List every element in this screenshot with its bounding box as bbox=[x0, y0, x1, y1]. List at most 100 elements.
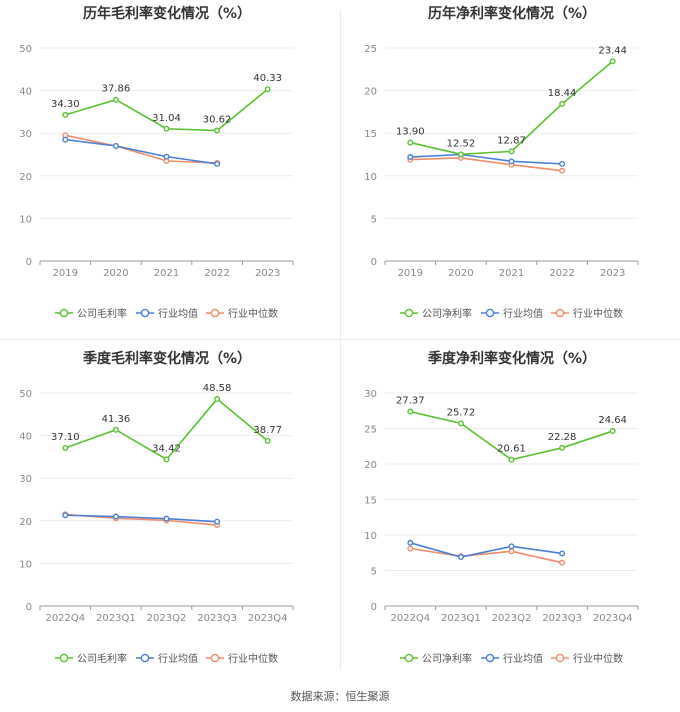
x-tick-label: 2020 bbox=[448, 268, 473, 279]
data-label: 37.10 bbox=[51, 432, 80, 443]
legend-label: 公司净利率 bbox=[422, 307, 472, 320]
data-label: 12.87 bbox=[497, 135, 526, 146]
legend-item: 行业均值 bbox=[136, 652, 198, 665]
data-label: 27.37 bbox=[396, 396, 425, 407]
series-line-3 bbox=[65, 134, 218, 164]
data-point bbox=[112, 426, 119, 433]
y-tick-label: 20 bbox=[19, 517, 32, 528]
chart-title: 季度净利率变化情况（%） bbox=[427, 350, 596, 367]
data-label: 23.44 bbox=[598, 45, 627, 56]
chart-title: 历年毛利率变化情况（%） bbox=[83, 5, 251, 22]
data-point bbox=[163, 153, 170, 160]
data-point bbox=[407, 408, 414, 415]
data-point bbox=[508, 158, 515, 165]
data-point bbox=[559, 160, 566, 167]
y-tick-label: 10 bbox=[19, 214, 32, 225]
legend-item: 公司毛利率 bbox=[55, 652, 127, 665]
legend-marker bbox=[404, 308, 414, 318]
data-label: 38.77 bbox=[253, 425, 282, 436]
data-point bbox=[559, 550, 566, 557]
data-point bbox=[559, 444, 566, 451]
data-point bbox=[407, 539, 414, 546]
legend-item: 行业均值 bbox=[481, 307, 543, 320]
data-point bbox=[112, 142, 119, 149]
data-point bbox=[508, 548, 515, 555]
y-tick-label: 20 bbox=[364, 87, 377, 98]
x-tick-label: 2023Q4 bbox=[248, 613, 288, 624]
x-tick-label: 2019 bbox=[53, 268, 78, 279]
y-tick-label: 0 bbox=[26, 602, 32, 613]
y-tick-label: 10 bbox=[19, 559, 32, 570]
data-label: 24.64 bbox=[598, 415, 627, 426]
data-point bbox=[559, 559, 566, 566]
legend-label: 行业中位数 bbox=[228, 652, 278, 665]
data-label: 41.36 bbox=[102, 414, 131, 425]
y-tick-label: 50 bbox=[19, 44, 32, 55]
data-point bbox=[163, 456, 170, 463]
data-point bbox=[457, 420, 464, 427]
x-tick-label: 2023Q1 bbox=[441, 613, 481, 624]
data-point bbox=[214, 160, 221, 167]
data-point bbox=[214, 518, 221, 525]
data-point bbox=[457, 151, 464, 158]
y-tick-label: 50 bbox=[19, 389, 32, 400]
y-tick-label: 15 bbox=[364, 496, 377, 507]
data-label: 13.90 bbox=[396, 127, 425, 138]
data-point bbox=[214, 396, 221, 403]
series-line-3 bbox=[410, 157, 563, 172]
data-label: 34.42 bbox=[152, 443, 181, 454]
legend-item: 公司净利率 bbox=[400, 652, 472, 665]
series-line-2 bbox=[65, 138, 218, 165]
chart-panel-4: 季度净利率变化情况（%） 0 5 10 15 20 25 30 2022Q4 2023Q1 2023… bbox=[364, 350, 639, 665]
x-tick-label: 2022Q4 bbox=[390, 613, 430, 624]
x-tick-label: 2023Q3 bbox=[542, 613, 582, 624]
data-label: 37.86 bbox=[102, 84, 131, 95]
legend-marker bbox=[59, 653, 69, 663]
legend-marker bbox=[404, 653, 414, 663]
data-point bbox=[609, 428, 616, 435]
x-tick-label: 2021 bbox=[499, 268, 524, 279]
data-label: 40.33 bbox=[253, 73, 282, 84]
legend-item: 行业中位数 bbox=[206, 652, 278, 665]
x-tick-label: 2020 bbox=[103, 268, 128, 279]
x-tick-label: 2021 bbox=[154, 268, 179, 279]
vertical-divider bbox=[340, 10, 341, 670]
x-tick-label: 2023Q4 bbox=[593, 613, 633, 624]
data-point bbox=[62, 136, 69, 143]
y-tick-label: 0 bbox=[371, 257, 377, 268]
legend-label: 公司毛利率 bbox=[77, 652, 127, 665]
legend-marker bbox=[210, 653, 220, 663]
legend-item: 行业中位数 bbox=[551, 307, 623, 320]
y-tick-label: 25 bbox=[364, 44, 377, 55]
legend-marker bbox=[140, 308, 150, 318]
y-tick-label: 5 bbox=[371, 567, 377, 578]
y-tick-label: 15 bbox=[364, 129, 377, 140]
x-tick-label: 2023Q2 bbox=[147, 613, 187, 624]
data-label: 20.61 bbox=[497, 444, 526, 455]
legend-item: 行业中位数 bbox=[206, 307, 278, 320]
data-label: 18.44 bbox=[548, 88, 577, 99]
data-point bbox=[163, 125, 170, 132]
legend-marker bbox=[210, 308, 220, 318]
series-line-3 bbox=[410, 547, 563, 564]
y-tick-label: 30 bbox=[19, 474, 32, 485]
legend-item: 行业均值 bbox=[136, 307, 198, 320]
data-point bbox=[407, 545, 414, 552]
data-point bbox=[62, 512, 69, 519]
legend-label: 公司毛利率 bbox=[77, 307, 127, 320]
data-point bbox=[508, 148, 515, 155]
data-point bbox=[457, 554, 464, 561]
data-label: 12.52 bbox=[447, 138, 476, 149]
chart-title: 历年净利率变化情况（%） bbox=[428, 5, 596, 22]
legend-label: 行业中位数 bbox=[573, 307, 623, 320]
data-point bbox=[407, 154, 414, 161]
x-tick-label: 2022 bbox=[204, 268, 229, 279]
chart-panel-2: 历年净利率变化情况（%） 0 5 10 15 20 25 2019 2020 2021 2022 20… bbox=[364, 5, 639, 320]
data-label: 31.04 bbox=[152, 113, 181, 124]
series-line-1 bbox=[65, 88, 269, 132]
series-line-2 bbox=[65, 514, 218, 523]
legend-marker bbox=[555, 308, 565, 318]
data-point bbox=[508, 543, 515, 550]
y-tick-label: 20 bbox=[19, 172, 32, 183]
data-label: 22.28 bbox=[548, 432, 577, 443]
